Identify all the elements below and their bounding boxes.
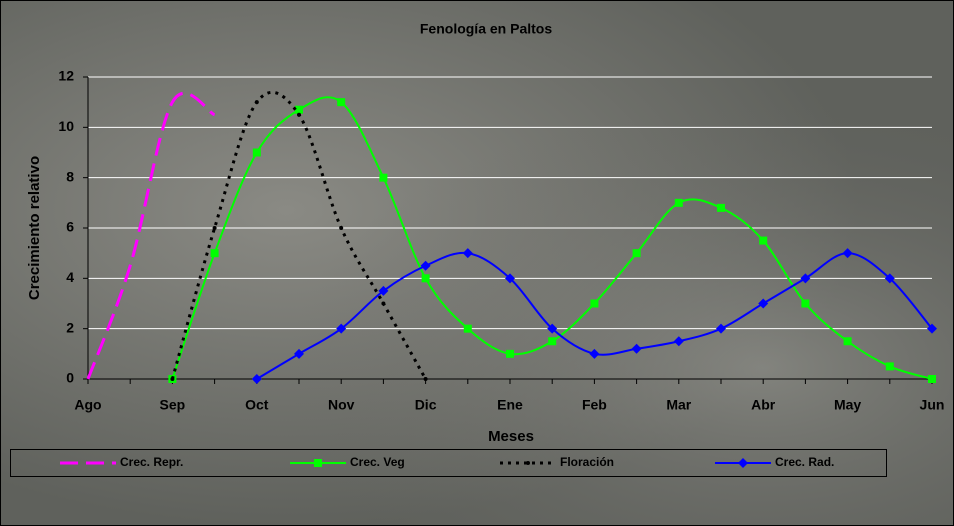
y-tick-label: 0 <box>66 370 74 386</box>
data-point <box>212 226 217 230</box>
x-axis-title: Meses <box>488 428 534 445</box>
data-point <box>548 337 557 346</box>
legend-marker <box>526 461 530 465</box>
data-point <box>295 105 303 114</box>
data-point <box>631 343 642 354</box>
x-tick-label: May <box>834 397 861 413</box>
data-point <box>589 348 600 359</box>
data-point <box>800 273 811 284</box>
data-point <box>674 198 683 207</box>
x-tick-label: Abr <box>751 397 776 413</box>
x-tick-label: Feb <box>582 397 607 413</box>
data-point <box>673 336 684 347</box>
data-point <box>717 203 725 212</box>
data-point <box>590 299 599 308</box>
legend-box <box>10 449 887 477</box>
data-point <box>505 273 515 284</box>
data-point <box>297 112 301 117</box>
series-line <box>171 96 933 380</box>
x-tick-label: Ene <box>497 397 523 413</box>
x-tick-label: Mar <box>666 397 691 413</box>
data-point <box>842 248 853 259</box>
y-axis-title: Crecimiento relativo <box>26 156 43 300</box>
data-point <box>251 374 262 384</box>
y-tick-label: 4 <box>66 269 74 285</box>
y-tick-label: 6 <box>66 219 74 235</box>
data-point <box>927 323 937 334</box>
data-point <box>337 98 346 107</box>
data-point <box>463 324 472 333</box>
legend-label: Crec. Rad. <box>775 455 834 469</box>
data-point <box>423 377 428 381</box>
data-point <box>339 226 344 230</box>
series-line <box>86 91 216 380</box>
data-point <box>884 273 895 284</box>
y-tick-label: 10 <box>58 118 74 134</box>
data-point <box>758 298 769 309</box>
data-point <box>506 349 514 358</box>
y-tick-label: 12 <box>58 68 74 84</box>
data-point <box>252 148 261 157</box>
data-point <box>379 173 388 182</box>
data-point <box>547 323 558 334</box>
x-tick-label: Sep <box>160 397 186 413</box>
y-tick-label: 2 <box>66 319 74 335</box>
data-point <box>843 337 852 346</box>
x-tick-label: Nov <box>328 397 355 413</box>
x-tick-label: Ago <box>74 397 101 413</box>
legend-label: Floración <box>560 455 614 469</box>
data-point <box>170 377 175 381</box>
legend-marker <box>738 458 748 468</box>
data-point <box>759 236 768 245</box>
x-tick-label: Dic <box>415 397 437 413</box>
chart-title: Fenología en Paltos <box>420 21 552 37</box>
data-point <box>210 249 219 258</box>
data-point <box>381 301 386 306</box>
data-point <box>928 375 936 383</box>
data-point <box>254 100 259 105</box>
data-point <box>336 323 347 334</box>
legend-marker <box>314 459 322 467</box>
data-point <box>632 249 641 258</box>
data-point <box>885 362 894 371</box>
data-point <box>716 323 726 334</box>
data-point <box>420 260 431 271</box>
x-tick-label: Jun <box>920 397 945 413</box>
data-point <box>462 248 473 259</box>
legend-label: Crec. Veg <box>350 455 405 469</box>
legend-label: Crec. Repr. <box>120 455 183 469</box>
x-tick-label: Oct <box>245 397 269 413</box>
y-tick-label: 8 <box>66 168 74 184</box>
data-point <box>421 274 430 283</box>
data-point <box>294 348 304 359</box>
data-point <box>378 285 389 296</box>
data-point <box>801 299 810 308</box>
